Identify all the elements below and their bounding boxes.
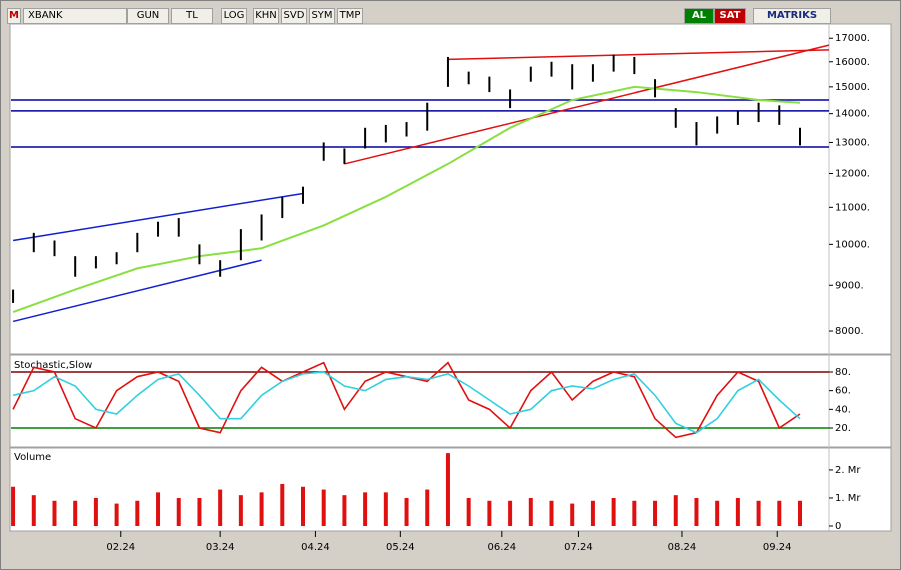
trend-line [344, 44, 830, 165]
x-tick-label: 09.24 [763, 542, 792, 553]
volume-bar [11, 486, 16, 526]
y-tick-label: 1. Mr [835, 493, 861, 504]
y-tick-label: 60. [835, 386, 851, 397]
y-tick-label: 16000. [835, 57, 870, 68]
volume-bar [156, 492, 161, 526]
volume-bar [694, 497, 699, 526]
volume-bar [798, 500, 803, 526]
y-tick-label: 0 [835, 521, 841, 532]
toolbar-button[interactable]: SYM [309, 8, 335, 24]
volume-bar [756, 500, 761, 526]
volume-bar [549, 500, 554, 526]
trend-line [12, 192, 304, 242]
volume-bar [653, 500, 658, 526]
stoch-panel [9, 354, 892, 448]
y-tick-label: 13000. [835, 137, 870, 148]
volume-bar [135, 500, 140, 526]
volume-bar [321, 489, 326, 526]
price-panel [9, 23, 892, 355]
volume-bar [632, 500, 637, 526]
volume-bar [238, 495, 243, 526]
y-tick-label: 17000. [835, 33, 870, 44]
trend-line [447, 49, 830, 61]
y-tick-label: 15000. [835, 82, 870, 93]
volume-bar [73, 500, 78, 526]
volume-bar [93, 497, 98, 526]
volume-bar [342, 495, 347, 526]
y-tick-label: 11000. [835, 202, 870, 213]
x-tick-label: 06.24 [487, 542, 516, 553]
volume-bar [487, 500, 492, 526]
x-tick-label: 03.24 [206, 542, 235, 553]
stoch-line [12, 371, 801, 434]
x-tick-label: 08.24 [668, 542, 697, 553]
volume-bar [404, 497, 409, 526]
x-tick-label: 05.24 [386, 542, 415, 553]
toolbar-button[interactable]: TMP [337, 8, 363, 24]
x-tick-label: 02.24 [106, 542, 135, 553]
volume-bar [425, 489, 430, 526]
volume-bar [735, 497, 740, 526]
volume-bar [176, 497, 181, 526]
volume-bar [777, 500, 782, 526]
volume-bar [570, 503, 575, 526]
volume-bar [52, 500, 57, 526]
volume-bar [715, 500, 720, 526]
panel-title: Stochastic,Slow [14, 360, 92, 371]
y-tick-label: 2. Mr [835, 465, 861, 476]
y-tick-label: 9000. [835, 280, 864, 291]
volume-bar [259, 492, 264, 526]
volume-bar [280, 483, 285, 526]
volume-bar [31, 495, 36, 526]
y-tick-label: 20. [835, 423, 851, 434]
volume-bar [528, 497, 533, 526]
x-tick-label: 04.24 [301, 542, 330, 553]
y-tick-label: 40. [835, 404, 851, 415]
volume-bar [508, 500, 513, 526]
volume-bar [590, 500, 595, 526]
panel-title: Volume [14, 452, 51, 463]
volume-bar [673, 495, 678, 526]
y-tick-label: 10000. [835, 239, 870, 250]
volume-bar [445, 453, 450, 526]
volume-bar [218, 489, 223, 526]
volume-bar [383, 492, 388, 526]
volume-bar [114, 503, 119, 526]
moving-average [12, 85, 801, 314]
y-tick-label: 8000. [835, 326, 864, 337]
x-tick-label: 07.24 [564, 542, 593, 553]
volume-bar [197, 497, 202, 526]
volume-bar [363, 492, 368, 526]
volume-bar [300, 486, 305, 526]
volume-bar [466, 497, 471, 526]
y-tick-label: 14000. [835, 109, 870, 120]
y-tick-label: 80. [835, 367, 851, 378]
y-tick-label: 12000. [835, 169, 870, 180]
volume-bar [611, 497, 616, 526]
